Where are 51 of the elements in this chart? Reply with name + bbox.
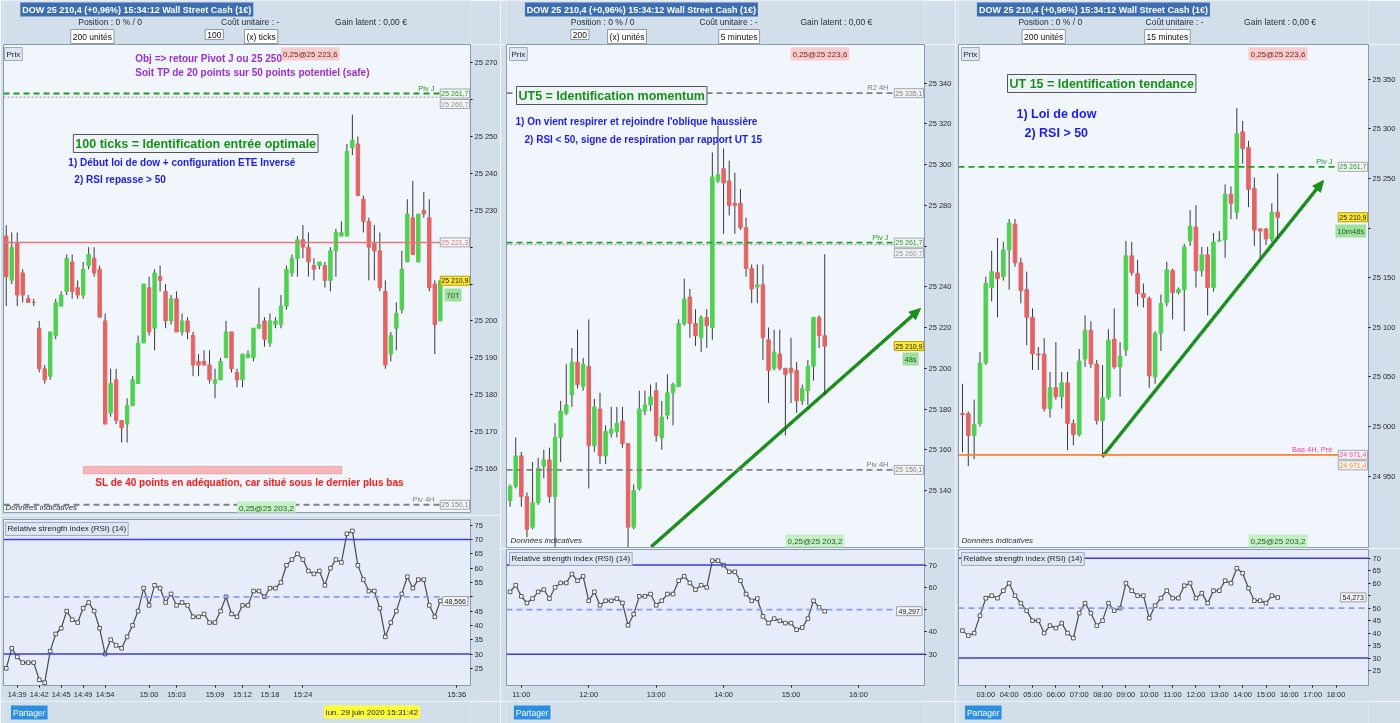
text: 5 minutes	[720, 31, 758, 42]
annotation: Données indicatives	[510, 535, 583, 545]
text: Partager	[12, 707, 46, 718]
text: Coût unitaire : -	[1145, 16, 1204, 27]
annotation: 1) On vient respirer et rejoindre l'oblique haussière	[515, 115, 758, 127]
annotation: 0,25@25 203,2	[787, 536, 843, 546]
annotation: Prix	[963, 49, 978, 59]
annotation: 0,25@25 223,6	[282, 49, 339, 59]
text: 200	[572, 29, 588, 40]
chart-title: DOW 25 210,4 (+0,96%) 15:34:12 Wall Street Cash (1€)	[526, 4, 756, 15]
annotation: Données indicatives	[5, 502, 78, 512]
annotation: 2) RSI > 50	[1024, 125, 1089, 140]
annotation: 100 ticks = Identification entrée optimale	[75, 136, 317, 151]
annotation: 1) Loi de dow	[1016, 106, 1097, 121]
annotation: 0,25@25 203,2	[1250, 536, 1306, 546]
annotation: 0,25@25 223,6	[792, 49, 848, 59]
text: 200 unités	[1024, 31, 1064, 42]
annotation: 2) RSI < 50, signe de respiration par rapport UT 15	[524, 133, 763, 145]
text: Relative strength index (RSI) (14)	[7, 524, 127, 534]
annotation: Soit TP de 20 points sur 50 points potentiel (safe)	[135, 66, 370, 78]
text: Coût unitaire : -	[699, 16, 758, 27]
text: Partager	[515, 707, 549, 718]
annotation: Prix	[6, 49, 21, 59]
text: Position : 0 % / 0	[78, 16, 143, 27]
annotation: UT 15 = Identification tendance	[1009, 76, 1194, 91]
annotation: UT5 = Identification momentum	[518, 88, 705, 103]
chart-title: DOW 25 210,4 (+0,96%) 15:34:12 Wall Street Cash (1€)	[978, 4, 1208, 15]
annotation: 2) RSI repasse > 50	[74, 173, 167, 185]
text: Relative strength index (RSI) (14)	[511, 554, 631, 564]
annotation: 0,25@25 223,6	[1250, 49, 1306, 59]
text: (x) unités	[609, 31, 645, 42]
annotation: Données indicatives	[961, 535, 1034, 545]
text: Coût unitaire : -	[221, 16, 280, 27]
text: Gain latent : 0,00 €	[1244, 16, 1317, 27]
text: Position : 0 % / 0	[570, 16, 635, 27]
annotation: 0,25@25 203,2	[239, 503, 295, 513]
text: 100	[207, 29, 222, 40]
text: Relative strength index (RSI) (14)	[963, 554, 1083, 564]
annotation: 1) Début loi de dow + configuration ETE Inversé	[68, 156, 296, 168]
text: 15 minutes	[1146, 31, 1189, 42]
band-label: SL de 40 points en adéquation, car situé sous le dernier plus bas	[95, 476, 404, 488]
text: Gain latent : 0,00 €	[800, 16, 873, 27]
text: 200 unités	[72, 31, 112, 42]
text: Position : 0 % / 0	[1018, 16, 1083, 27]
text: Partager	[966, 707, 1000, 718]
text: (x) ticks	[246, 31, 276, 42]
annotation: Obj => retour Pivot J ou 25 250	[135, 52, 283, 64]
chart-title: DOW 25 210,4 (+0,96%) 15:34:12 Wall Street Cash (1€)	[22, 4, 252, 15]
text: Gain latent : 0,00 €	[335, 16, 408, 27]
annotation: Prix	[511, 49, 526, 59]
text: lun. 29 juin 2020 15:31:42	[325, 707, 419, 717]
